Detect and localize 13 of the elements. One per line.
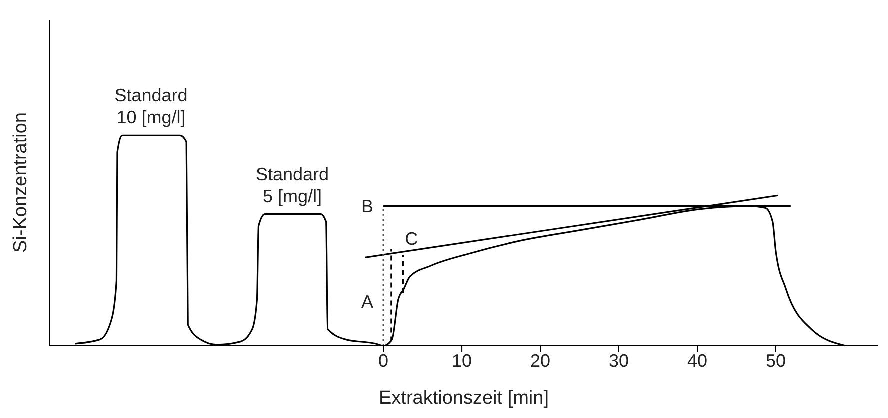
annotation: Standard 10 [mg/l] (114, 86, 188, 128)
x-tick-label: 40 (687, 350, 708, 371)
annotation: A (362, 292, 374, 312)
x-axis-title: Extraktionszeit [min] (379, 388, 549, 409)
x-tick-label: 20 (530, 350, 551, 371)
x-tick-label: 10 (452, 350, 472, 371)
x-tick-label: 30 (608, 350, 630, 371)
annotation: C (405, 229, 418, 250)
x-tick-label: 0 (378, 350, 389, 371)
x-tick-label: 50 (766, 350, 786, 371)
annotation: B (362, 196, 374, 216)
y-axis-title: Si-Konzentration (10, 112, 32, 253)
annotation: Standard 5 [mg/l] (256, 164, 330, 206)
